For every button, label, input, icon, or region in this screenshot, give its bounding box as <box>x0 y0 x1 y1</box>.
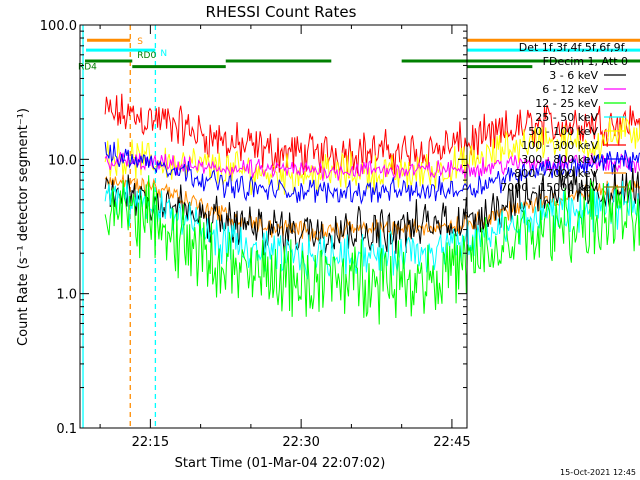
y-axis: 100.0 10.0 1.0 0.1 <box>40 19 467 437</box>
y-axis-label: Count Rate (s⁻¹ detector segment⁻¹) <box>16 108 31 346</box>
x-axis: 22:15 22:30 22:45 <box>99 25 471 450</box>
flag-label-s: S <box>137 37 143 47</box>
flag-label-n: N <box>160 49 167 59</box>
flag-bars: S N RD0 RD4 <box>78 37 640 73</box>
series-line-300-800-kev <box>104 141 640 205</box>
x-tick-label-22-15: 22:15 <box>132 435 169 450</box>
y-tick-label-10-0: 10.0 <box>48 153 77 168</box>
flag-label-rd0: RD0 <box>137 51 156 61</box>
footer-date: 15-Oct-2021 12:45 <box>560 468 636 477</box>
legend-header-1: FDecim 1, Att 0 <box>543 55 628 68</box>
legend-label-25-50-kev: 25 - 50 keV <box>535 111 598 124</box>
flag-label-rd4: RD4 <box>78 63 97 73</box>
x-tick-label-22-45: 22:45 <box>433 435 470 450</box>
legend-label-6-12-kev: 6 - 12 keV <box>542 83 598 96</box>
x-axis-label: Start Time (01-Mar-04 22:07:02) <box>175 456 386 471</box>
series-lines <box>104 93 640 325</box>
legend-label-12-25-kev: 12 - 25 keV <box>535 97 598 110</box>
y-tick-label-0-1: 0.1 <box>56 422 77 437</box>
series-line-50-100-kev <box>104 116 640 196</box>
legend-label-3-6-kev: 3 - 6 keV <box>549 69 598 82</box>
x-tick-label-22-30: 22:30 <box>282 435 319 450</box>
legend-label-300-800-kev: 300 - 800 keV <box>521 153 598 166</box>
legend-label-50-100-kev: 50 - 100 keV <box>528 125 598 138</box>
chart-title: RHESSI Count Rates <box>206 3 357 21</box>
series-line-6-12-kev <box>104 152 640 181</box>
legend-label-800-7000-kev: 800 - 7000 keV <box>514 167 598 180</box>
series-line-25-50-kev <box>104 180 640 280</box>
legend-header-0: Det 1f,3f,4f,5f,6f,9f, <box>519 41 628 54</box>
plot-frame <box>79 24 468 429</box>
y-tick-label-100-0: 100.0 <box>40 19 77 34</box>
legend: Det 1f,3f,4f,5f,6f,9f,FDecim 1, Att 03 -… <box>500 41 628 194</box>
series-line-100-300-kev <box>104 93 640 175</box>
series-line-3-6-kev <box>104 164 640 256</box>
series-line-12-25-kev <box>104 175 640 325</box>
y-tick-label-1-0: 1.0 <box>56 288 77 303</box>
legend-label-7000-15000-kev: 7000 - 15000 keV <box>500 181 598 194</box>
legend-label-100-300-kev: 100 - 300 keV <box>521 139 598 152</box>
